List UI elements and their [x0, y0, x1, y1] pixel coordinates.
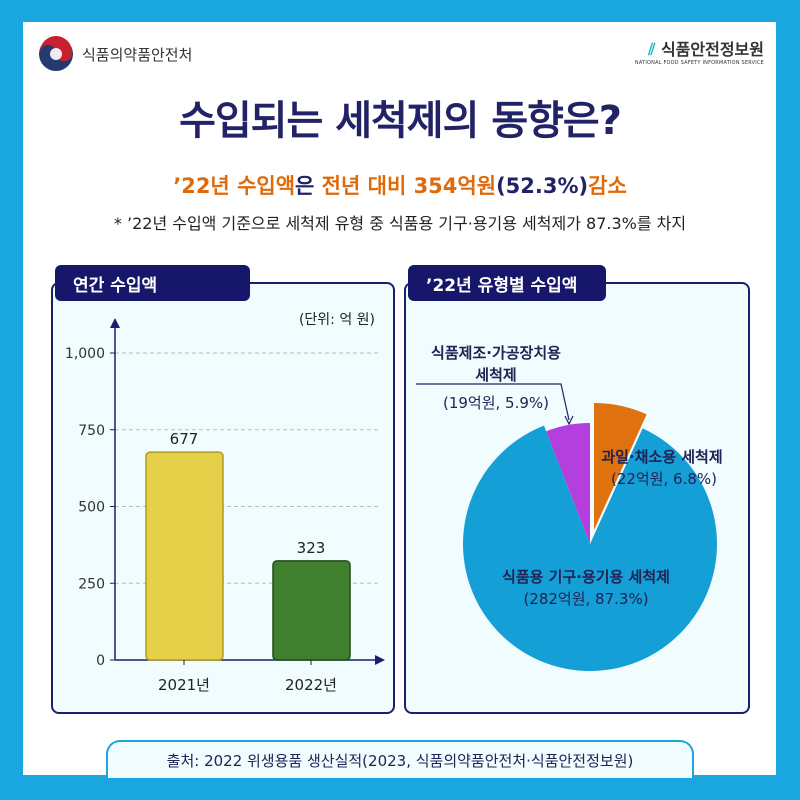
subtitle-text: 은 [295, 174, 322, 198]
slice-label-amount: (19억원, 5.9%) [443, 394, 549, 412]
nfsi-name: 식품안전정보원 [660, 40, 764, 59]
nfsi-mark-icon: ⫽ [648, 40, 661, 59]
bar-chart-panel: (단위: 억 원) 0 250 500 750 1,000 677 2021년 323 2022… [51, 282, 395, 714]
slice-label-amount: (22억원, 6.8%) [611, 470, 717, 488]
bar-value-label: 677 [170, 430, 199, 448]
subtitle-highlight: 전년 대비 354억원 [321, 174, 497, 198]
bar-value-label: 323 [297, 539, 326, 557]
nfsi-name-en: NATIONAL FOOD SAFETY INFORMATION SERVICE [634, 60, 764, 66]
pie-chart-panel: 식품제조·가공장치용 세척제 (19억원, 5.9%) 과일·채소용 세척제 (2… [404, 282, 750, 714]
taegeuk-icon [39, 36, 73, 71]
subtitle-highlight: ’22년 수입액 [173, 174, 296, 198]
pie-slice-fruit-vegetable [594, 403, 647, 530]
y-tick-label: 750 [78, 423, 105, 439]
source-note: 출처: 2022 위생용품 생산실적(2023, 식품의약품안전처·식품안전정보… [106, 740, 694, 778]
slice-label-amount: (282억원, 87.3%) [523, 590, 648, 608]
mfds-logo: 식품의약품안전처 [38, 36, 192, 72]
bar-chart-title: 연간 수입액 [55, 265, 250, 301]
y-tick-label: 0 [96, 653, 105, 669]
x-axis-arrow-icon [375, 655, 385, 665]
unit-label: (단위: 억 원) [299, 312, 375, 328]
y-tick-label: 250 [78, 576, 105, 592]
pie-chart-title: ’22년 유형별 수입액 [408, 265, 606, 301]
pie-chart: 식품제조·가공장치용 세척제 (19억원, 5.9%) 과일·채소용 세척제 (2… [416, 344, 723, 671]
slice-label-name: 식품용 기구·용기용 세척제 [502, 568, 670, 586]
y-tick-label: 1,000 [65, 346, 105, 362]
slice-label-name: 과일·채소용 세척제 [601, 448, 722, 466]
leader-line [416, 383, 570, 421]
subtitle-highlight: 감소 [588, 174, 627, 198]
y-axis-arrow-icon [110, 318, 120, 328]
subtitle: ’22년 수입액은 전년 대비 354억원(52.3%)감소 [0, 170, 800, 200]
pie-slice-food-processing [546, 423, 590, 544]
pie-slice-food-utensil [463, 425, 717, 671]
page-title: 수입되는 세척제의 동향은? [179, 98, 622, 144]
bar-chart: (단위: 억 원) 0 250 500 750 1,000 677 2021년 323 2022… [65, 312, 385, 694]
x-tick-label: 2021년 [158, 676, 210, 694]
nfsi-logo: ⫽ 식품안전정보원 NATIONAL FOOD SAFETY INFORMATI… [635, 36, 764, 66]
arrow-icon [564, 415, 574, 426]
subtitle-text: (52.3%) [496, 174, 589, 198]
footnote: * ’22년 수입액 기준으로 세척제 유형 중 식품용 기구·용기용 세척제가… [113, 214, 687, 233]
x-tick-label: 2022년 [285, 676, 337, 694]
bar-2022년 [272, 560, 351, 661]
slice-label-name: 식품제조·가공장치용 [431, 344, 561, 362]
bar-2021년 [145, 451, 224, 661]
slice-label-name: 세척제 [475, 366, 516, 384]
y-tick-label: 500 [78, 500, 105, 516]
mfds-name: 식품의약품안전처 [82, 45, 193, 64]
